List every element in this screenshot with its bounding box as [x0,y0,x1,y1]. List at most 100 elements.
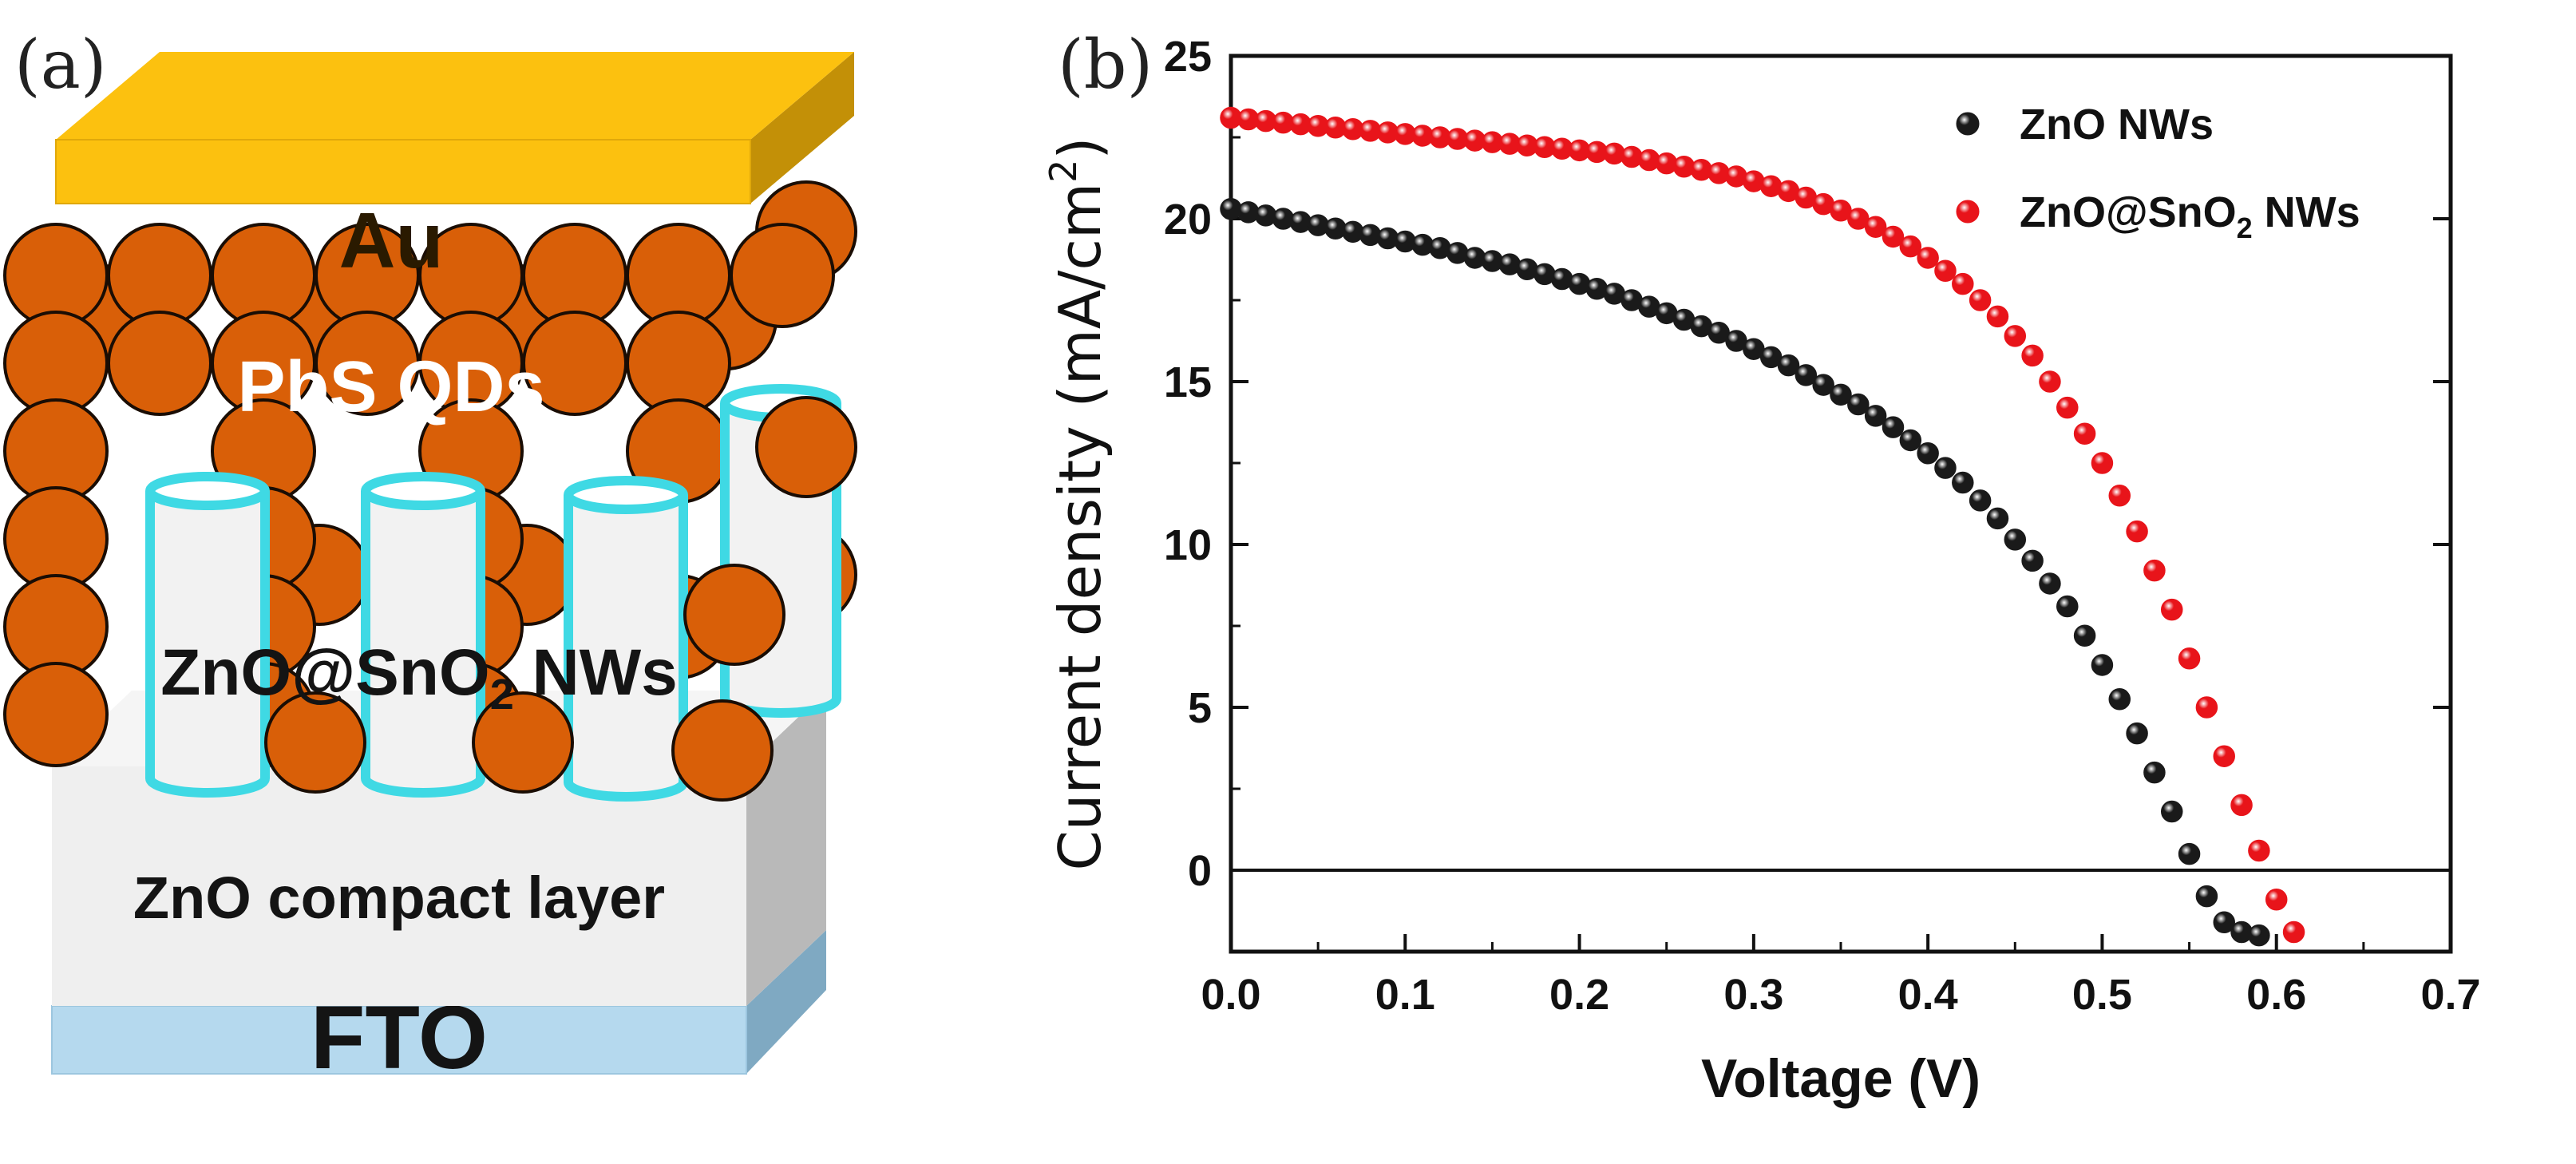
nanowire-label: ZnO@SnO2 NWs [160,636,678,719]
data-point [1917,442,1939,465]
nanowire [564,476,688,802]
y-tick-label: 0 [1188,847,1212,895]
data-point [2056,396,2079,419]
qd-dot [671,699,774,802]
x-tick-label: 0.1 [1375,971,1435,1019]
data-point [2021,344,2044,367]
data-point [2039,572,2061,595]
data-point [1882,225,1905,248]
device-schematic: (a) FTO ZnO compact layer [3,26,857,1087]
legend-marker-zno-sno2 [1956,200,1980,224]
data-point [2178,647,2201,670]
qd-dot [264,691,366,794]
data-point [1882,416,1905,438]
data-point [2178,842,2201,865]
x-tick-label: 0.7 [2420,971,2480,1019]
data-point [1934,259,1957,283]
y-tick-label: 10 [1164,521,1212,569]
qd-dot [107,311,212,416]
data-point [1969,289,1992,311]
data-point [2073,422,2096,445]
data-point [2248,924,2270,947]
x-tick-labels: 0.0 0.1 0.2 0.3 0.4 0.5 0.6 0.7 [1201,971,2480,1019]
data-series [1220,106,2305,947]
y-axis-title: Current density (mA/cm2) [1042,137,1114,870]
data-point [2073,624,2096,647]
data-point [2230,794,2253,817]
y-tick-label: 20 [1164,196,1212,243]
panel-a-label: (a) [14,26,107,104]
data-point [2213,911,2235,934]
pbs-qds-label: PbS QDs [237,347,544,427]
data-point [2248,839,2270,862]
data-point [1934,457,1957,479]
series-zno-sno2 [1220,106,2305,944]
data-point [2004,529,2027,551]
series-zno [1220,198,2270,947]
legend-entry-zno: ZnO NWs [1956,101,2214,148]
legend-entry-zno-sno2: ZnO@SnO2 NWs [1956,188,2360,244]
data-point [2282,921,2305,944]
x-tick-label: 0.2 [1549,971,1609,1019]
data-point [2091,654,2114,676]
x-tick-label: 0.4 [1898,971,1958,1019]
data-point [1952,471,1974,494]
y-tick-label: 15 [1164,358,1212,406]
data-point [2195,885,2218,908]
data-point [2213,745,2235,767]
data-point [2143,761,2166,784]
panel-b-label: (b) [1058,26,1153,104]
qd-dot [755,396,857,498]
qd-dot [3,662,109,767]
y-tick-labels: 0 5 10 15 20 25 [1164,33,1212,895]
legend: ZnO NWs ZnO@SnO2 NWs [1956,101,2360,244]
data-point [1864,405,1887,427]
data-point [2160,598,2183,621]
x-tick-label: 0.3 [1723,971,1783,1019]
legend-marker-zno [1956,112,1980,136]
data-point [1917,247,1939,269]
data-point [2108,485,2131,507]
data-point [1986,305,2009,328]
data-point [2265,888,2288,911]
qd-dot [730,223,835,328]
data-point [1830,383,1852,406]
data-point [1812,374,1834,396]
data-point [2039,370,2061,393]
data-point [1969,489,1992,512]
data-point [2143,559,2166,582]
data-point [2126,520,2148,543]
data-point [2056,595,2079,618]
data-point [1847,393,1870,416]
data-point [1986,507,2009,530]
data-point [2004,325,2027,347]
data-point [2021,549,2044,572]
nanowire [361,472,485,798]
data-point [1899,429,1922,452]
data-point [2091,452,2114,474]
jv-chart: (b) 0.0 0.1 0.2 0.3 0.4 0.5 0.6 0.7 0510152025 … [1042,26,2481,1109]
nanowire [145,472,270,798]
legend-label-zno-sno2: ZnO@SnO2 NWs [2020,188,2360,244]
x-axis-title: Voltage (V) [1701,1048,1980,1109]
data-point [2108,688,2131,711]
data-point [2160,800,2183,823]
data-point [1864,216,1887,238]
data-point [1794,364,1818,386]
au-label: Au [339,196,444,284]
qd-dot [472,691,574,794]
pbs-qd-front [264,396,857,802]
y-tick-label: 5 [1188,684,1212,732]
x-tick-label: 0.5 [2072,971,2132,1019]
legend-label-zno: ZnO NWs [2020,101,2214,148]
x-tick-label: 0.0 [1201,971,1260,1019]
au-electrode: Au [55,52,854,284]
data-point [1777,354,1800,377]
compact-layer-label: ZnO compact layer [133,865,665,931]
x-tick-label: 0.6 [2246,971,2306,1019]
y-tick-label: 25 [1164,33,1212,81]
data-point [2195,696,2218,719]
data-point [1952,272,1974,295]
qd-dot [683,564,785,666]
